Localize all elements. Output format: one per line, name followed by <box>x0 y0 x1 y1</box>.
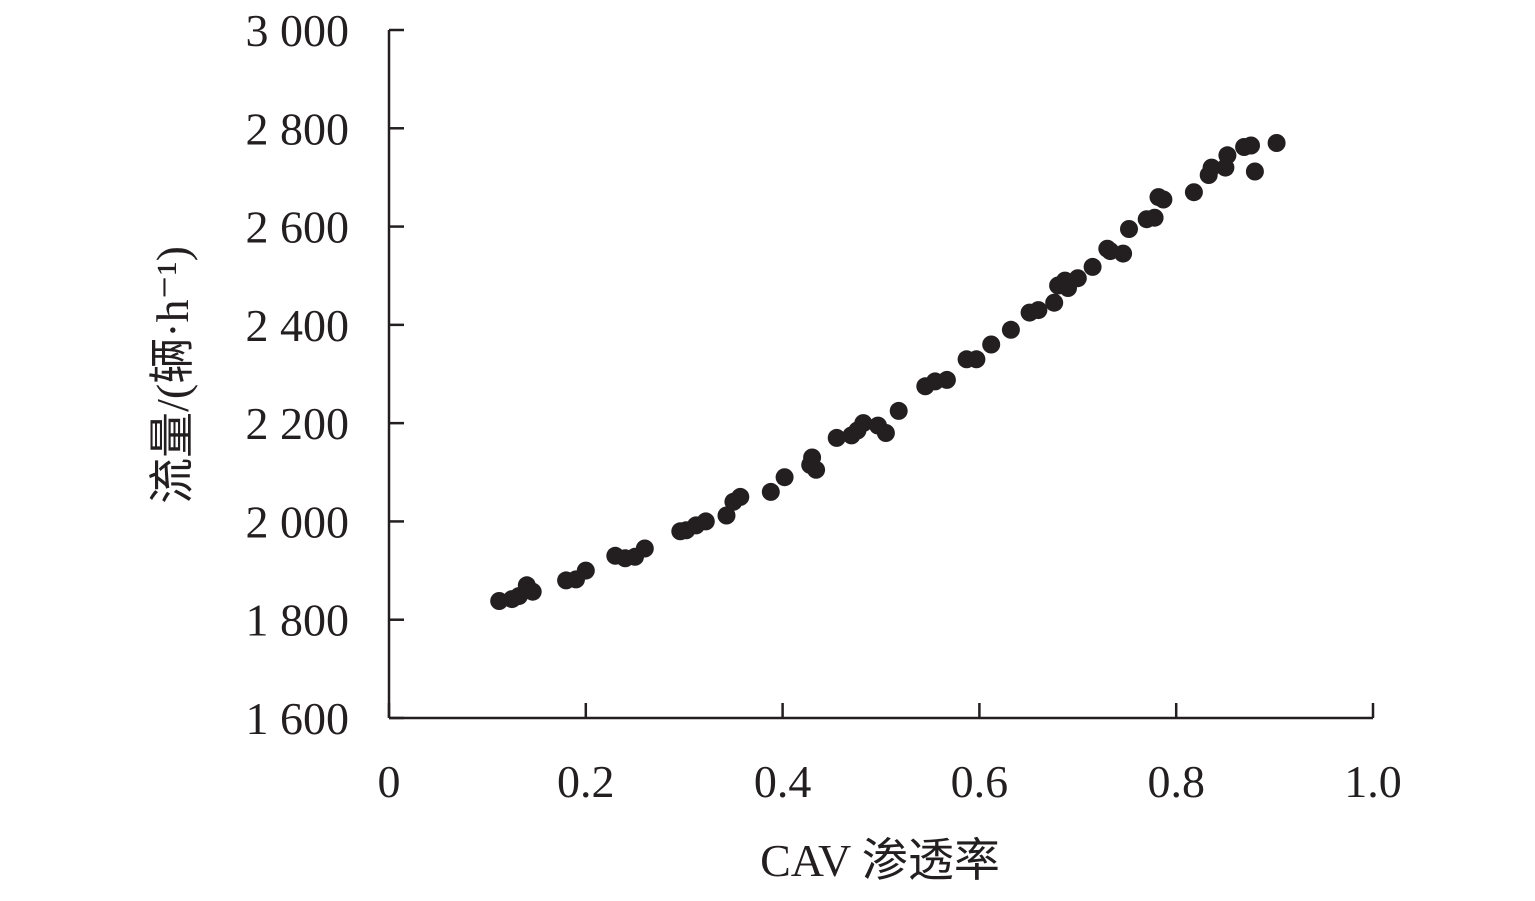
data-point <box>982 335 1001 354</box>
y-tick-label: 2 200 <box>246 398 350 449</box>
y-tick-label: 2 600 <box>246 202 350 253</box>
data-point <box>1154 190 1173 209</box>
data-point <box>1145 208 1164 227</box>
axes: 1 600 1 800 2 000 2 200 2 400 2 600 2 800 3 000… <box>246 5 1402 807</box>
y-tick-label: 3 000 <box>246 5 350 56</box>
data-point <box>1218 146 1237 165</box>
data-point <box>635 539 654 558</box>
x-tick-label: 0.6 <box>951 756 1009 807</box>
data-point <box>827 428 846 447</box>
data-point <box>523 582 542 601</box>
x-tick-label: 0.8 <box>1147 756 1205 807</box>
data-point <box>1245 162 1264 181</box>
x-tick-label: 0 <box>378 756 401 807</box>
data-point <box>1114 244 1133 263</box>
x-axis-title: CAV 渗透率 <box>760 835 1000 886</box>
data-point <box>1001 320 1020 339</box>
data-point <box>889 401 908 420</box>
y-tick-label: 2 000 <box>246 496 350 547</box>
data-point <box>937 370 956 389</box>
data-point <box>761 482 780 501</box>
data-points <box>490 134 1286 610</box>
data-point <box>576 561 595 580</box>
data-point <box>807 460 826 479</box>
data-point <box>717 506 736 525</box>
data-point <box>1120 220 1138 238</box>
data-point <box>775 468 794 487</box>
data-point <box>1267 134 1286 152</box>
data-point <box>731 487 750 506</box>
y-tick-label: 1 600 <box>246 693 350 744</box>
data-point <box>1184 183 1203 202</box>
data-point <box>854 414 873 433</box>
y-axis-title: 流量/(辆·h⁻¹) <box>147 246 198 504</box>
x-tick-label: 1.0 <box>1344 756 1402 807</box>
data-point <box>1083 257 1102 276</box>
data-point <box>876 424 895 442</box>
data-point <box>1045 293 1064 312</box>
x-tick-label: 0.4 <box>754 756 812 807</box>
data-point <box>1242 136 1260 155</box>
x-tick-label: 0.2 <box>557 756 615 807</box>
data-point <box>1202 158 1221 177</box>
y-tick-label: 2 800 <box>246 103 350 154</box>
data-point <box>1029 301 1048 320</box>
y-tick-label: 2 400 <box>246 300 350 351</box>
data-point <box>1068 269 1087 288</box>
data-point <box>967 350 986 369</box>
data-point <box>696 512 715 531</box>
y-tick-label: 1 800 <box>246 595 350 646</box>
